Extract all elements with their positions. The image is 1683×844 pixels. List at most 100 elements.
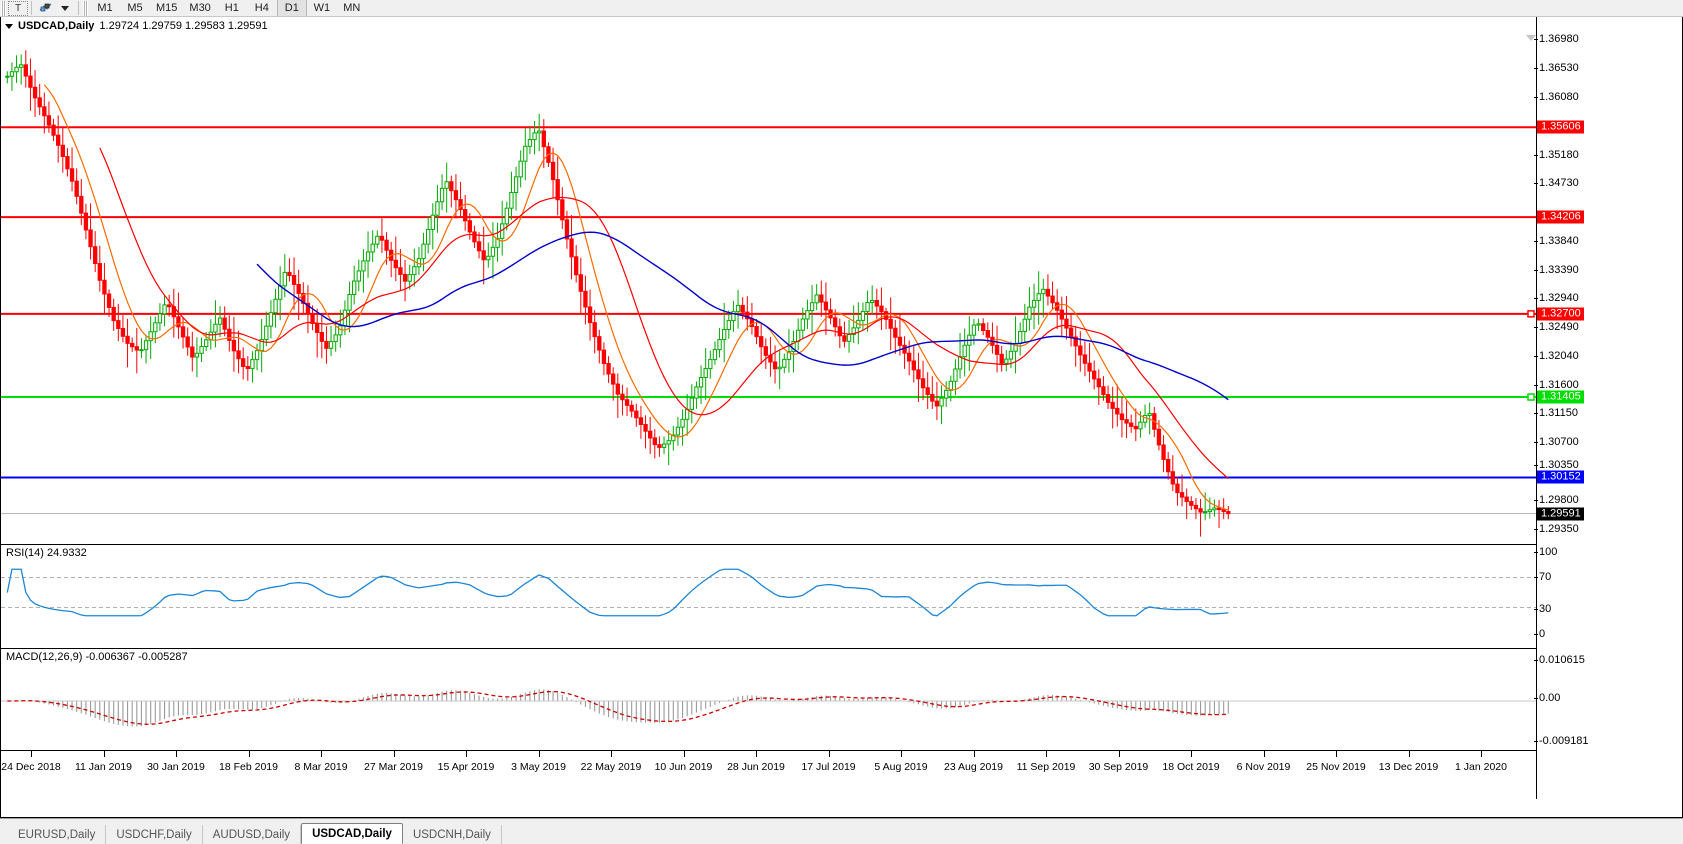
timeframe-button-m15[interactable]: M15	[150, 0, 184, 16]
date-axis-label: 6 Nov 2019	[1236, 761, 1291, 773]
date-tick-mark	[1263, 751, 1265, 757]
date-tick-mark	[756, 751, 757, 757]
rsi-tick-label: 70	[1533, 570, 1552, 583]
drag-grip-icon[interactable]	[1, 0, 6, 16]
date-tick-mark	[973, 751, 975, 757]
price-tick-label: 1.32040	[1534, 350, 1579, 363]
macd-pane[interactable]: MACD(12,26,9) -0.006367 -0.005287	[1, 648, 1536, 748]
chart-tabs-bar: EURUSD,Daily USDCHF,Daily AUDUSD,Daily USDC…	[0, 818, 1683, 844]
date-tick-mark	[683, 751, 685, 757]
date-tick-mark	[538, 751, 540, 757]
macd-indicator-label: MACD(12,26,9) -0.006367 -0.005287	[6, 651, 188, 663]
date-axis-label: 22 May 2019	[580, 761, 642, 773]
level-badge-support-1[interactable]: 1.31405	[1537, 390, 1584, 404]
date-axis-label: 17 Jul 2019	[801, 761, 856, 773]
date-axis-label: 18 Oct 2019	[1162, 761, 1220, 773]
rsi-tick-label: 30	[1533, 603, 1552, 616]
triangle-down-icon[interactable]	[5, 23, 13, 29]
date-axis-label: 18 Feb 2019	[219, 761, 278, 773]
level-badge-resistance-3[interactable]: 1.32700	[1537, 307, 1584, 321]
macd-tick-label: 0.010615	[1534, 654, 1585, 666]
price-tick-label: 1.29800	[1534, 494, 1579, 507]
scroll-indicator-icon[interactable]	[1526, 35, 1536, 41]
date-tick-mark	[321, 751, 322, 757]
date-tick-mark	[1191, 751, 1192, 757]
date-tick-mark	[248, 751, 250, 757]
price-scale[interactable]: 1.36980 1.36530 1.36080 1.35180 1.34730 1.338…	[1533, 17, 1682, 799]
date-tick-mark	[466, 751, 467, 757]
macd-tick-label: 0.00	[1533, 692, 1561, 704]
chart-tab-audusd[interactable]: AUDUSD,Daily	[203, 825, 302, 844]
date-tick-mark	[393, 751, 395, 757]
macd-chart-canvas	[1, 689, 1536, 727]
main-toolbar: T M1 M5 M15 M30 H1 H4 D1 W1 MN	[0, 0, 1683, 17]
date-axis-label: 13 Dec 2019	[1378, 761, 1439, 773]
timeframe-button-h4[interactable]: H4	[246, 0, 277, 16]
price-tick-label: 1.34730	[1534, 177, 1579, 190]
price-tick-label: 1.31600	[1534, 378, 1579, 391]
chart-tab-usdchf[interactable]: USDCHF,Daily	[106, 825, 203, 844]
chart-tab-usdcnh[interactable]: USDCNH,Daily	[403, 825, 502, 844]
timeframe-button-h1[interactable]: H1	[216, 0, 247, 16]
price-tick-label: 1.36980	[1534, 33, 1579, 45]
chevron-down-icon[interactable]	[55, 0, 75, 16]
chart-area[interactable]: USDCAD,Daily 1.29724 1.29759 1.29583 1.2…	[0, 17, 1683, 818]
date-tick-mark	[611, 751, 612, 757]
timeframe-button-m5[interactable]: M5	[120, 0, 150, 16]
price-chart-canvas	[1, 50, 1536, 537]
text-tool-icon[interactable]: T	[8, 0, 28, 16]
rsi-chart-canvas	[1, 568, 1536, 617]
rsi-indicator-label: RSI(14) 24.9332	[6, 547, 87, 559]
chart-symbol-header: USDCAD,Daily 1.29724 1.29759 1.29583 1.2…	[5, 20, 268, 32]
date-axis-label: 23 Aug 2019	[944, 761, 1003, 773]
macd-tick-label: -0.009181	[1534, 735, 1589, 747]
price-tick-label: 1.36530	[1534, 61, 1579, 74]
level-badge-support-2[interactable]: 1.30152	[1537, 470, 1584, 484]
date-tick-mark	[1481, 751, 1482, 757]
chart-tab-eurusd[interactable]: EURUSD,Daily	[8, 825, 107, 844]
date-axis-label: 11 Jan 2019	[74, 761, 133, 773]
chart-ohlc-values: 1.29724 1.29759 1.29583 1.29591	[99, 20, 268, 32]
date-axis-label: 11 Sep 2019	[1016, 761, 1076, 773]
date-tick-mark	[1408, 751, 1410, 757]
date-axis-label: 30 Sep 2019	[1088, 761, 1149, 773]
date-tick-mark	[103, 751, 105, 757]
date-tick-mark	[901, 751, 902, 757]
toolbar-separator-2	[78, 1, 79, 15]
chart-symbol-label: USDCAD,Daily	[18, 20, 95, 32]
date-axis-label: 25 Nov 2019	[1306, 761, 1366, 773]
toolbar-separator	[31, 1, 32, 15]
timeframe-button-m30[interactable]: M30	[183, 0, 217, 16]
price-tick-label: 1.30350	[1534, 458, 1579, 471]
date-axis-label: 15 Apr 2019	[437, 761, 495, 773]
timeframe-button-m1[interactable]: M1	[90, 0, 120, 16]
date-axis-label: 28 Jun 2019	[727, 761, 785, 773]
price-tick-label: 1.30700	[1534, 436, 1579, 449]
price-tick-label: 1.35180	[1534, 148, 1579, 161]
price-tick-label: 1.36080	[1534, 90, 1579, 103]
date-tick-mark	[828, 751, 830, 757]
date-tick-mark	[1046, 751, 1047, 757]
price-tick-label: 1.33840	[1534, 234, 1579, 247]
price-tick-label: 1.29350	[1534, 523, 1579, 535]
rsi-pane[interactable]: RSI(14) 24.9332	[1, 544, 1536, 642]
rsi-tick-label: 0	[1533, 628, 1546, 640]
timeframe-button-w1[interactable]: W1	[306, 0, 337, 16]
timeframe-button-d1[interactable]: D1	[276, 0, 307, 16]
date-axis[interactable]: 24 Dec 2018 11 Jan 2019 30 Jan 2019 18 Feb …	[1, 750, 1536, 798]
timeframe-button-mn[interactable]: MN	[336, 0, 367, 16]
level-badge-resistance-2[interactable]: 1.34206	[1537, 210, 1584, 224]
date-axis-label: 8 Mar 2019	[294, 761, 348, 773]
price-tick-label: 1.31150	[1534, 407, 1578, 420]
date-axis-label: 10 Jun 2019	[654, 761, 713, 773]
date-axis-label: 1 Jan 2020	[1455, 761, 1507, 773]
price-tick-label: 1.32490	[1534, 321, 1579, 334]
chart-tab-usdcad[interactable]: USDCAD,Daily	[301, 823, 403, 844]
price-tick-label: 1.33390	[1534, 263, 1579, 276]
indicators-icon[interactable]	[35, 0, 55, 16]
date-axis-label: 5 Aug 2019	[874, 761, 928, 773]
level-badge-resistance-1[interactable]: 1.35606	[1537, 120, 1584, 134]
price-pane[interactable]: USDCAD,Daily 1.29724 1.29759 1.29583 1.2…	[1, 17, 1536, 541]
timeframe-grip-icon[interactable]	[83, 0, 88, 16]
